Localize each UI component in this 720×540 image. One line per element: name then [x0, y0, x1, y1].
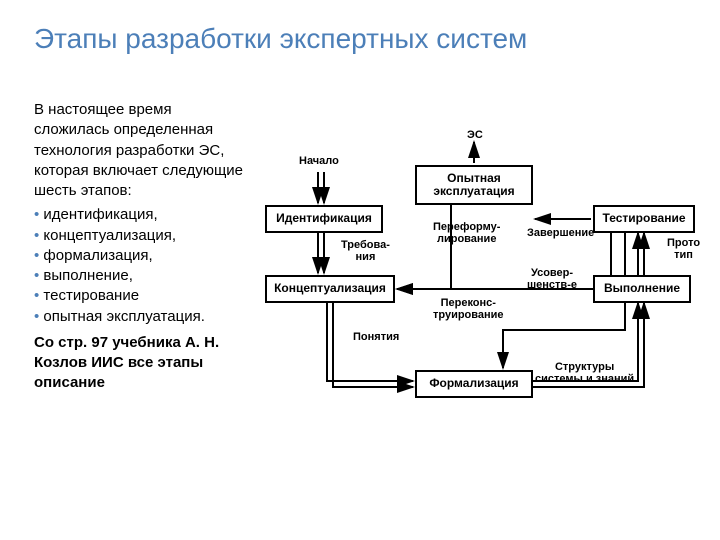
label-zaversh: Завершение	[527, 228, 594, 240]
label-usover: Усовер- шенств-е	[527, 268, 577, 291]
label-perekon: Переконс- труирование	[433, 298, 504, 321]
node-test: Тестирование	[593, 205, 695, 233]
node-vypo: Выполнение	[593, 275, 691, 303]
list-item: выполнение,	[34, 266, 244, 286]
label-pereform: Переформу- лирование	[433, 222, 500, 245]
label-nachalo: Начало	[299, 156, 339, 168]
label-trebov: Требова- ния	[341, 240, 390, 263]
page-title: Этапы разработки экспертных систем	[34, 22, 534, 56]
left-column: В настоящее время сложилась определенная…	[34, 100, 244, 394]
list-item: опытная эксплуатация.	[34, 307, 244, 327]
label-strukt: Структуры системы и знаний	[535, 362, 634, 385]
list-item: концептуализация,	[34, 226, 244, 246]
label-es: ЭС	[467, 130, 483, 142]
node-konc: Концептуализация	[265, 275, 395, 303]
flowchart-diagram: Идентификация Концептуализация Формализа…	[255, 130, 705, 430]
node-opyt: Опытная эксплуатация	[415, 165, 533, 205]
node-form: Формализация	[415, 370, 533, 398]
node-ident: Идентификация	[265, 205, 383, 233]
list-item: формализация,	[34, 246, 244, 266]
label-ponyat: Понятия	[353, 332, 399, 344]
label-prototip: Прото тип	[667, 238, 700, 261]
footnote: Со стр. 97 учебника А. Н. Козлов ИИС все…	[34, 333, 244, 394]
intro-text: В настоящее время сложилась определенная…	[34, 100, 244, 201]
bullet-list: идентификация, концептуализация, формали…	[34, 205, 244, 327]
list-item: тестирование	[34, 286, 244, 306]
list-item: идентификация,	[34, 205, 244, 225]
